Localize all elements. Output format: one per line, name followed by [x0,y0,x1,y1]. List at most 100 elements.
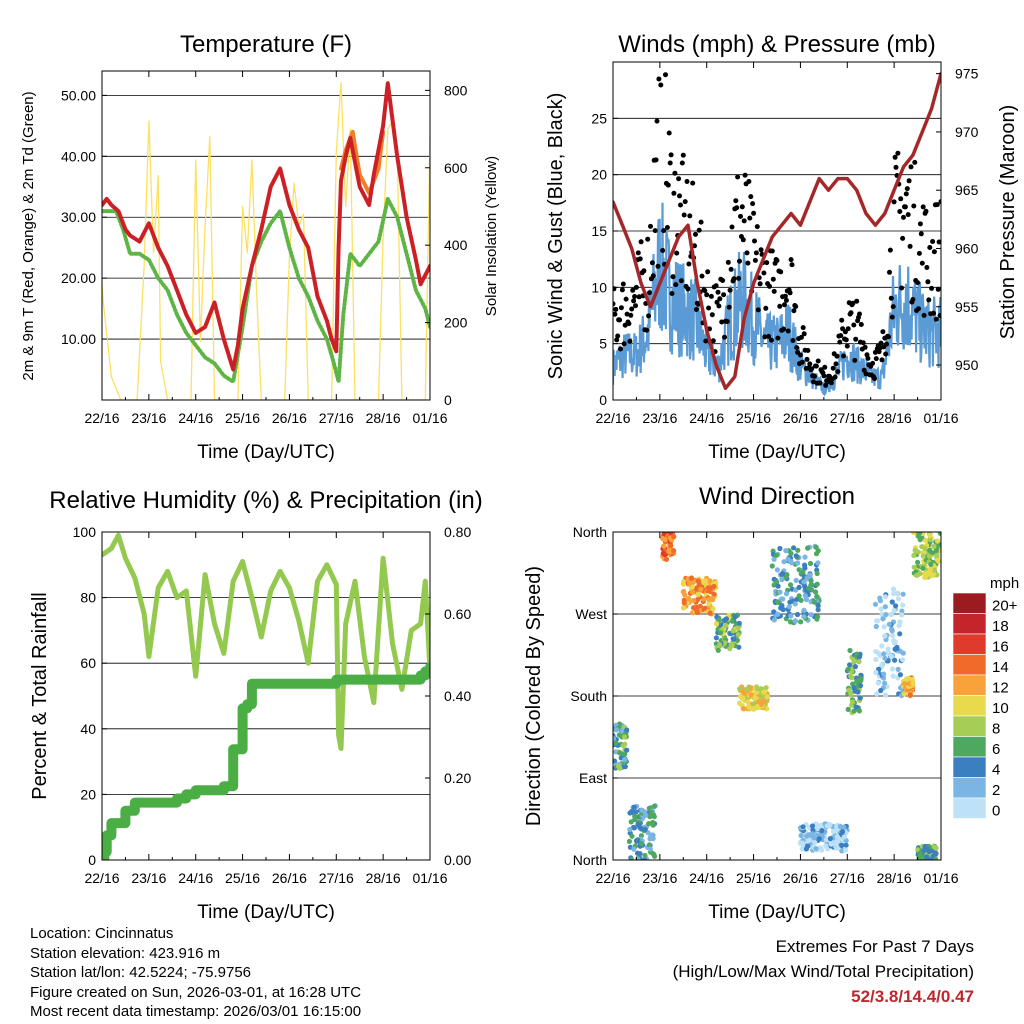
extremes-summary: Extremes For Past 7 Days (High/Low/Max W… [673,934,974,1009]
gust-point [801,331,807,337]
direction-point [883,612,889,618]
direction-point [631,846,637,852]
x-tick-label: 25/16 [736,410,771,426]
y2-tick-label: 955 [955,299,979,315]
gust-point [674,250,680,256]
gust-point [715,289,721,295]
direction-point [779,603,785,609]
direction-point [847,662,853,668]
gust-point [709,312,715,318]
direction-point [706,601,712,607]
gust-point [870,360,876,366]
gust-point [719,319,725,325]
gust-point [908,164,914,170]
direction-point [843,847,849,853]
direction-point [883,692,889,698]
temperature-xlabel: Time (Day/UTC) [197,442,335,463]
direction-point [740,706,747,712]
direction-point [688,575,695,581]
x-tick-label: 25/16 [736,870,771,886]
direction-point [889,666,896,672]
gust-point [672,170,678,176]
direction-point [648,809,654,816]
winds-title: Winds (mph) & Pressure (mb) [618,31,935,58]
station-location: Location: Cincinnatus [30,925,174,942]
gust-point [763,305,769,311]
direction-point [624,727,630,733]
direction-point [874,691,880,697]
gust-point [812,373,817,379]
direction-point [873,656,879,663]
x-tick-label: 23/16 [131,410,166,426]
x-tick-label: 26/16 [783,410,818,426]
gust-point [741,218,747,224]
gust-point [754,224,760,230]
y-tick-label: North [573,852,607,868]
direction-point [873,669,879,676]
direction-point [799,840,805,846]
x-tick-label: 24/16 [689,870,724,886]
gust-point [878,340,884,346]
direction-point [771,556,777,562]
gust-point [851,322,857,328]
direction-point [800,569,806,575]
direction-point [891,590,897,597]
gust-point [680,152,686,158]
gust-point [629,306,635,312]
direction-point [816,836,822,842]
direction-point [791,545,797,551]
gust-point [838,333,844,339]
direction-point [841,834,848,840]
direction-point [777,589,783,595]
gust-point [733,198,739,204]
direction-point [899,612,905,618]
direction-point [911,564,917,570]
figure-created: Figure created on Sun, 2026-03-01, at 16… [30,983,362,1001]
gust-point [830,365,836,371]
direction-point [895,666,901,673]
gust-point [863,371,869,377]
direction-point [888,653,895,660]
direction-point [892,657,898,663]
gust-point [931,249,937,255]
direction-point [662,537,668,543]
gust-point [807,361,813,367]
direction-point [856,707,862,714]
direction-point [900,602,906,608]
winds-xlabel: Time (Day/UTC) [708,442,846,463]
direction-panel: Wind Direction North East South West North 22… [523,483,959,923]
colorbar-label: 8 [992,720,1000,737]
gust-point [828,380,834,386]
gust-point [862,344,868,350]
direction-point [631,804,637,810]
direction-point [882,604,889,610]
direction-point [900,657,906,663]
y2-tick-label: 0.40 [444,688,471,704]
y2-tick-label: 0 [444,392,452,408]
direction-point [933,845,939,851]
gust-point [788,257,794,263]
gust-point [649,260,655,266]
direction-point [613,758,618,764]
extremes-legend: (High/Low/Max Wind/Total Precipitation) [672,962,974,981]
direction-point [802,554,808,560]
direction-point [764,694,771,700]
direction-point [622,756,628,763]
gust-point [921,312,927,318]
direction-point [893,603,899,609]
direction-point [875,680,881,686]
direction-point [698,586,704,592]
gust-point [762,334,768,340]
gust-point [614,337,620,343]
gust-point [899,285,905,291]
direction-point [851,685,857,691]
y-tick-label: 50.00 [61,87,96,103]
y2-tick-label: 0.00 [444,852,471,868]
direction-point [643,812,649,818]
direction-point [917,532,923,536]
direction-point [915,549,921,555]
colorbar-box [952,613,987,635]
x-tick-label: 26/16 [783,870,818,886]
y2-tick-label: 965 [955,182,979,198]
gust-point [844,343,850,349]
